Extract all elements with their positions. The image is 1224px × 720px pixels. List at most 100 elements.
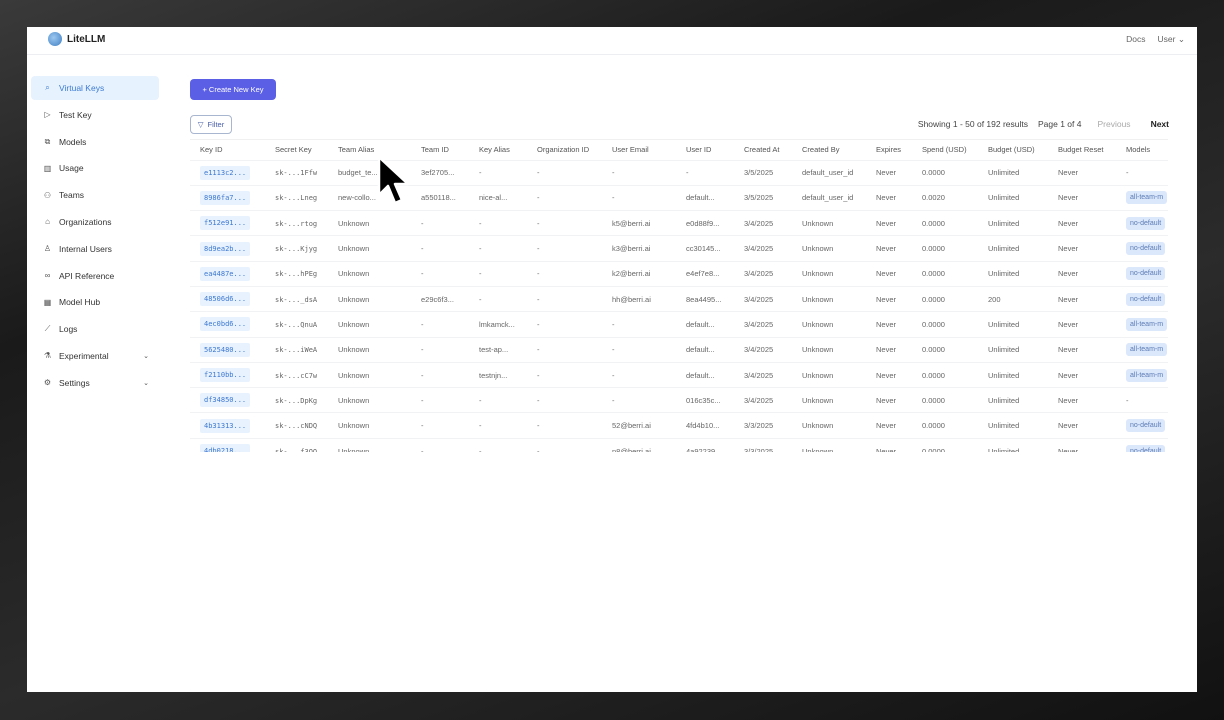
- table-cell: 3/4/2025: [734, 210, 792, 236]
- table-row[interactable]: 8d9ea2b... sk-...Kjyg Unknown - - - k3@berri.a…: [190, 235, 1168, 262]
- next-button[interactable]: Next: [1150, 119, 1169, 129]
- column-header[interactable]: User Email: [612, 145, 649, 155]
- table-row[interactable]: 5625480... sk-...iWeA Unknown - test-ap... - -…: [190, 336, 1168, 363]
- table-cell: sk-...cC7w: [265, 361, 328, 388]
- table-row[interactable]: e1113c2... sk-...1Ffw budget_te... 3ef2705.…: [190, 159, 1168, 186]
- sidebar-item-logs[interactable]: ⟋ Logs: [31, 317, 159, 341]
- key-id-link[interactable]: 4ec0bd6...: [200, 317, 251, 332]
- table-row[interactable]: f512e91... sk-...rtog Unknown - - - k5@berri.a…: [190, 210, 1168, 236]
- sidebar-item-models[interactable]: ⧉ Models: [31, 130, 159, 154]
- column-header[interactable]: Organization ID: [537, 145, 590, 155]
- key-id-link[interactable]: f2110bb...: [200, 368, 251, 383]
- sidebar-item-model-hub[interactable]: ▦ Model Hub: [31, 290, 159, 314]
- table-cell: Unknown: [328, 336, 411, 363]
- table-row[interactable]: 48506d6... sk-..._dsA Unknown e29c6f3... - - h…: [190, 285, 1168, 312]
- create-new-key-button[interactable]: + Create New Key: [190, 79, 276, 100]
- sidebar-item-label: Usage: [59, 163, 84, 174]
- table-cell: 8ea4495...: [676, 285, 734, 312]
- column-header[interactable]: Models: [1126, 145, 1151, 155]
- sidebar-item-api-reference[interactable]: ∞ API Reference: [31, 264, 159, 288]
- table-row[interactable]: 4ec0bd6... sk-...QnuA Unknown - lmkamck... - -…: [190, 311, 1168, 338]
- column-header[interactable]: Secret Key: [275, 145, 312, 155]
- sidebar-item-test-key[interactable]: ▷ Test Key: [31, 103, 159, 127]
- secret-key: sk-..._dsA: [275, 295, 318, 304]
- docs-link[interactable]: Docs: [1126, 34, 1146, 44]
- keys-table[interactable]: Key ID Secret Key Team Alias Team ID Key Ali…: [190, 139, 1168, 452]
- sidebar-item-label: Teams: [59, 190, 85, 201]
- table-cell: -: [469, 387, 527, 413]
- key-id-link[interactable]: 4b31313...: [200, 418, 251, 433]
- table-cell: -: [411, 311, 469, 338]
- key-id-link[interactable]: df34850...: [200, 393, 251, 408]
- cell-value: -: [479, 218, 482, 228]
- column-header[interactable]: Key Alias: [479, 145, 510, 155]
- cell-value: 0.0000: [922, 168, 945, 178]
- table-cell: Never: [1048, 336, 1116, 363]
- filter-button[interactable]: ▽ Filter: [190, 115, 232, 134]
- sidebar-item-usage[interactable]: ▥ Usage: [31, 156, 159, 180]
- column-header[interactable]: Budget Reset: [1058, 145, 1104, 155]
- table-cell: 3/4/2025: [734, 235, 792, 262]
- column-header[interactable]: User ID: [686, 145, 712, 155]
- column-header[interactable]: Expires: [876, 145, 902, 155]
- table-cell: 3/4/2025: [734, 311, 792, 338]
- column-header[interactable]: Budget (USD): [988, 145, 1035, 155]
- table-cell: -: [527, 311, 602, 338]
- sidebar-item-organizations[interactable]: ⌂ Organizations: [31, 210, 159, 234]
- table-cell: 8986fa7...: [190, 184, 265, 211]
- model-badge: no-default: [1126, 444, 1166, 452]
- key-id-link[interactable]: 8d9ea2b...: [200, 241, 251, 256]
- column-header[interactable]: Created By: [802, 145, 840, 155]
- table-cell: Never: [1048, 412, 1116, 439]
- table-row[interactable]: 8986fa7... sk-...Lneg new-collo... a550118.…: [190, 184, 1168, 211]
- table-cell: -: [602, 361, 676, 388]
- column-header[interactable]: Created At: [744, 145, 780, 155]
- key-id-link[interactable]: 48506d6...: [200, 292, 251, 307]
- logo[interactable]: LiteLLM: [48, 32, 105, 46]
- table-cell: Unknown: [328, 311, 411, 338]
- table-cell: Never: [866, 412, 912, 439]
- table-cell: 016c35c...: [676, 387, 734, 413]
- sidebar-item-teams[interactable]: ⚇ Teams: [31, 183, 159, 207]
- cell-value: 3/4/2025: [744, 269, 774, 279]
- column-header[interactable]: Spend (USD): [922, 145, 967, 155]
- cell-value: Unlimited: [988, 446, 1020, 452]
- sidebar-item-internal-users[interactable]: ♙ Internal Users: [31, 237, 159, 261]
- model-badge: all-team-m: [1126, 317, 1168, 331]
- table-cell: -: [527, 235, 602, 262]
- column-header[interactable]: Team ID: [421, 145, 449, 155]
- sidebar-item-settings[interactable]: ⚙ Settings ⌄: [31, 371, 159, 395]
- model-badge: no-default: [1126, 216, 1166, 230]
- column-header[interactable]: Team Alias: [338, 145, 375, 155]
- column-header[interactable]: Key ID: [200, 145, 223, 155]
- table-row[interactable]: ea4487e... sk-...hPEg Unknown - - - k2@berri.a…: [190, 260, 1168, 287]
- table-cell: 52@berri.ai: [602, 412, 676, 439]
- cell-value: -: [537, 244, 540, 254]
- table-row[interactable]: 4b31313... sk-...cNDQ Unknown - - - 52@berri.a…: [190, 412, 1168, 439]
- secret-key: sk-...f3OQ: [275, 447, 318, 452]
- table-cell: 4fd4b10...: [676, 412, 734, 439]
- key-id-link[interactable]: ea4487e...: [200, 266, 251, 281]
- sidebar-item-experimental[interactable]: ⚗ Experimental ⌄: [31, 344, 159, 368]
- key-id-link[interactable]: 5625480...: [200, 342, 251, 357]
- sidebar-item-virtual-keys[interactable]: ⌕ Virtual Keys: [31, 76, 159, 100]
- table-cell: f512e91...: [190, 210, 265, 236]
- key-id-link[interactable]: f512e91...: [200, 216, 251, 231]
- previous-button[interactable]: Previous: [1097, 119, 1131, 129]
- cell-value: -: [421, 218, 424, 228]
- table-cell: Unlimited: [978, 336, 1048, 363]
- cell-value: default...: [686, 319, 715, 329]
- table-cell: -: [469, 159, 527, 186]
- key-id-link[interactable]: 4db0218...: [200, 444, 251, 452]
- table-row[interactable]: df34850... sk-...DpKg Unknown - - - - 016c35c..…: [190, 387, 1168, 413]
- key-id-link[interactable]: 8986fa7...: [200, 190, 251, 205]
- cell-value: Unknown: [802, 244, 834, 254]
- cell-value: -: [537, 345, 540, 355]
- table-cell: default...: [676, 336, 734, 363]
- table-cell: all-team-m: [1116, 336, 1168, 363]
- user-menu[interactable]: User ⌄: [1158, 34, 1185, 45]
- table-row[interactable]: 4db0218... sk-...f3OQ Unknown - - - n8@berri.a…: [190, 437, 1168, 452]
- table-row[interactable]: f2110bb... sk-...cC7w Unknown - testnjn... - -…: [190, 361, 1168, 388]
- key-id-link[interactable]: e1113c2...: [200, 165, 251, 180]
- cell-value: lmkamck...: [479, 319, 515, 329]
